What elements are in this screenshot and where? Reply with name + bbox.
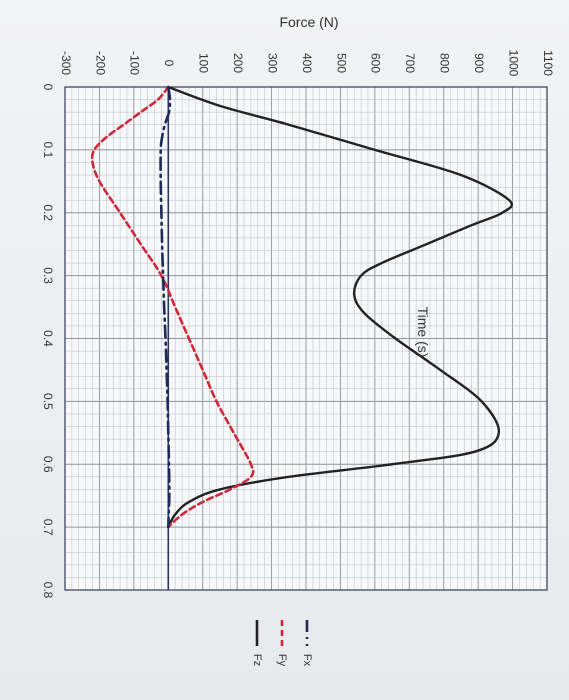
force-tick-label: -300 — [59, 51, 73, 75]
legend-label-fz: Fz — [251, 654, 263, 666]
legend-label-fy: Fy — [276, 654, 288, 667]
force-tick-label: -200 — [93, 51, 107, 75]
force-tick-label: 600 — [369, 53, 383, 73]
time-tick-label: 0.7 — [41, 519, 55, 536]
force-tick-label: 800 — [438, 53, 452, 73]
force-tick-label: 1100 — [541, 50, 555, 76]
time-tick-label: 0.3 — [41, 267, 55, 284]
time-tick-label: 0.1 — [41, 142, 55, 159]
series-line-fz — [167, 85, 514, 529]
series-line-fy — [90, 85, 255, 529]
force-tick-label: 100 — [197, 53, 211, 73]
legend: Fx Fy Fz — [251, 620, 313, 667]
time-tick-label: 0 — [41, 84, 55, 91]
force-tick-label: 200 — [231, 53, 245, 73]
force-tick-label: 300 — [265, 53, 279, 73]
force-tick-label: 1000 — [506, 50, 520, 77]
grid — [64, 86, 548, 591]
time-tick-label: 0.2 — [41, 204, 55, 221]
force-tick-label: 900 — [472, 53, 486, 73]
force-tick-label: -100 — [128, 51, 142, 75]
x-axis-title: Time (s) — [415, 307, 431, 358]
time-tick-label: 0.8 — [41, 582, 55, 599]
time-tick-label: 0.6 — [41, 456, 55, 473]
force-tick-label: 500 — [334, 53, 348, 73]
legend-label-fx: Fx — [301, 654, 313, 667]
force-tick-label: 700 — [403, 53, 417, 73]
tick-labels: -300 -200 -100 0 100 200 300 400 500 600 700 800 900… — [41, 50, 555, 599]
time-tick-label: 0.4 — [41, 330, 55, 347]
series-group — [90, 85, 514, 529]
force-tick-label: 400 — [300, 53, 314, 73]
force-tick-label: 0 — [162, 60, 176, 67]
time-tick-label: 0.5 — [41, 393, 55, 410]
y-axis-title: Force (N) — [279, 14, 338, 30]
plot-border — [64, 86, 548, 591]
series-line-fx — [159, 85, 172, 529]
